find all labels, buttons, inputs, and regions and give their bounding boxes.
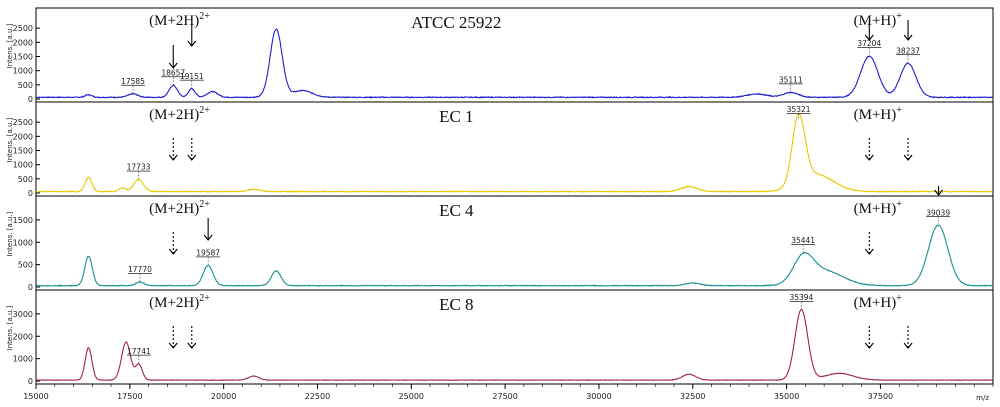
peak-label: 35441 [791,236,815,245]
peak-label: 39039 [926,208,950,217]
x-tick-label: 30000 [586,392,611,401]
peak-label: 17741 [127,347,151,356]
y-tick-label: 1000 [13,238,33,247]
y-tick-label: 2000 [13,132,33,141]
panel-title: ATCC 25922 [411,13,501,32]
y-tick-label: 1500 [13,216,33,225]
arrow-head [203,234,213,241]
spectrum-line [36,224,994,287]
panel-title: EC 8 [439,295,473,314]
spectrum-line [35,28,994,99]
arrow-head [903,34,913,41]
x-tick-label: 37500 [868,392,893,401]
y-axis-title: Intens. [a.u.] [6,23,14,68]
peak-label: 17770 [128,265,152,274]
y-tick-label: 0 [28,95,33,104]
arrow-head [168,342,178,349]
x-tick-label: 25000 [399,392,424,401]
panel-title: EC 1 [439,107,473,126]
peak-label: 17733 [127,163,151,172]
x-tick-label: 22500 [305,392,330,401]
arrow-head [864,34,874,41]
ion-label-m2h: (M+2H)2+ [149,105,210,123]
y-tick-label: 1000 [13,161,33,170]
arrow-head [934,189,944,196]
spectrum-line [36,308,993,382]
y-axis-title: Intens. [a.u.] [6,305,14,350]
y-tick-label: 0 [28,377,33,386]
y-tick-label: 1500 [13,147,33,156]
x-tick-label: 35000 [774,392,799,401]
y-tick-label: 2500 [13,118,33,127]
peak-label: 17585 [121,77,145,86]
x-tick-label: 17500 [117,392,142,401]
arrow-head [903,154,913,161]
arrow-head [864,154,874,161]
peak-label: 35321 [787,105,811,114]
y-tick-label: 1000 [13,355,33,364]
x-tick-label: 27500 [492,392,517,401]
y-tick-label: 3000 [13,310,33,319]
x-axis: 15000 17500 20000 22500 25000 27500 30000 32500… [23,383,994,402]
x-axis-title: m/z [976,394,989,402]
arrow-head [168,248,178,255]
x-tick-label: 32500 [680,392,705,401]
arrow-head [187,154,197,161]
arrow-head [864,342,874,349]
panel-title: EC 4 [439,201,474,220]
arrow-head [168,62,178,69]
y-tick-label: 0 [28,283,33,292]
y-tick-label: 0 [28,189,33,198]
arrow-head [168,154,178,161]
y-tick-label: 1500 [13,53,33,62]
spectrum-line [35,113,994,193]
ion-label-mh: (M+H)+ [854,293,903,311]
y-tick-label: 500 [18,175,33,184]
ion-label-m2h: (M+2H)2+ [149,199,210,217]
ion-label-mh: (M+H)+ [854,11,903,29]
peak-label: 35111 [779,75,803,84]
peak-label: 18657 [161,68,185,77]
y-tick-label: 2000 [13,332,33,341]
peak-label: 38237 [896,46,920,55]
peak-label: 35394 [789,293,813,302]
peak-label: 37204 [857,39,881,48]
arrow-head [187,342,197,349]
y-tick-label: 500 [18,81,33,90]
y-tick-label: 1000 [13,67,33,76]
x-tick-label: 20000 [211,392,236,401]
arrow-head [187,40,197,47]
x-tick-label: 15000 [23,392,48,401]
ion-label-mh: (M+H)+ [854,199,903,217]
peak-label: 19151 [180,72,204,81]
y-tick-label: 2000 [13,38,33,47]
y-tick-label: 2500 [13,24,33,33]
ion-label-m2h: (M+2H)2+ [149,293,210,311]
arrow-head [864,248,874,255]
y-axis-title: Intens. [a.u.] [6,211,14,256]
y-tick-label: 500 [18,261,33,270]
y-axis-title: Intens. [a.u.] [6,117,14,162]
ion-label-mh: (M+H)+ [854,105,903,123]
ion-label-m2h: (M+2H)2+ [149,11,210,29]
peak-label: 19587 [196,249,220,258]
arrow-head [903,342,913,349]
